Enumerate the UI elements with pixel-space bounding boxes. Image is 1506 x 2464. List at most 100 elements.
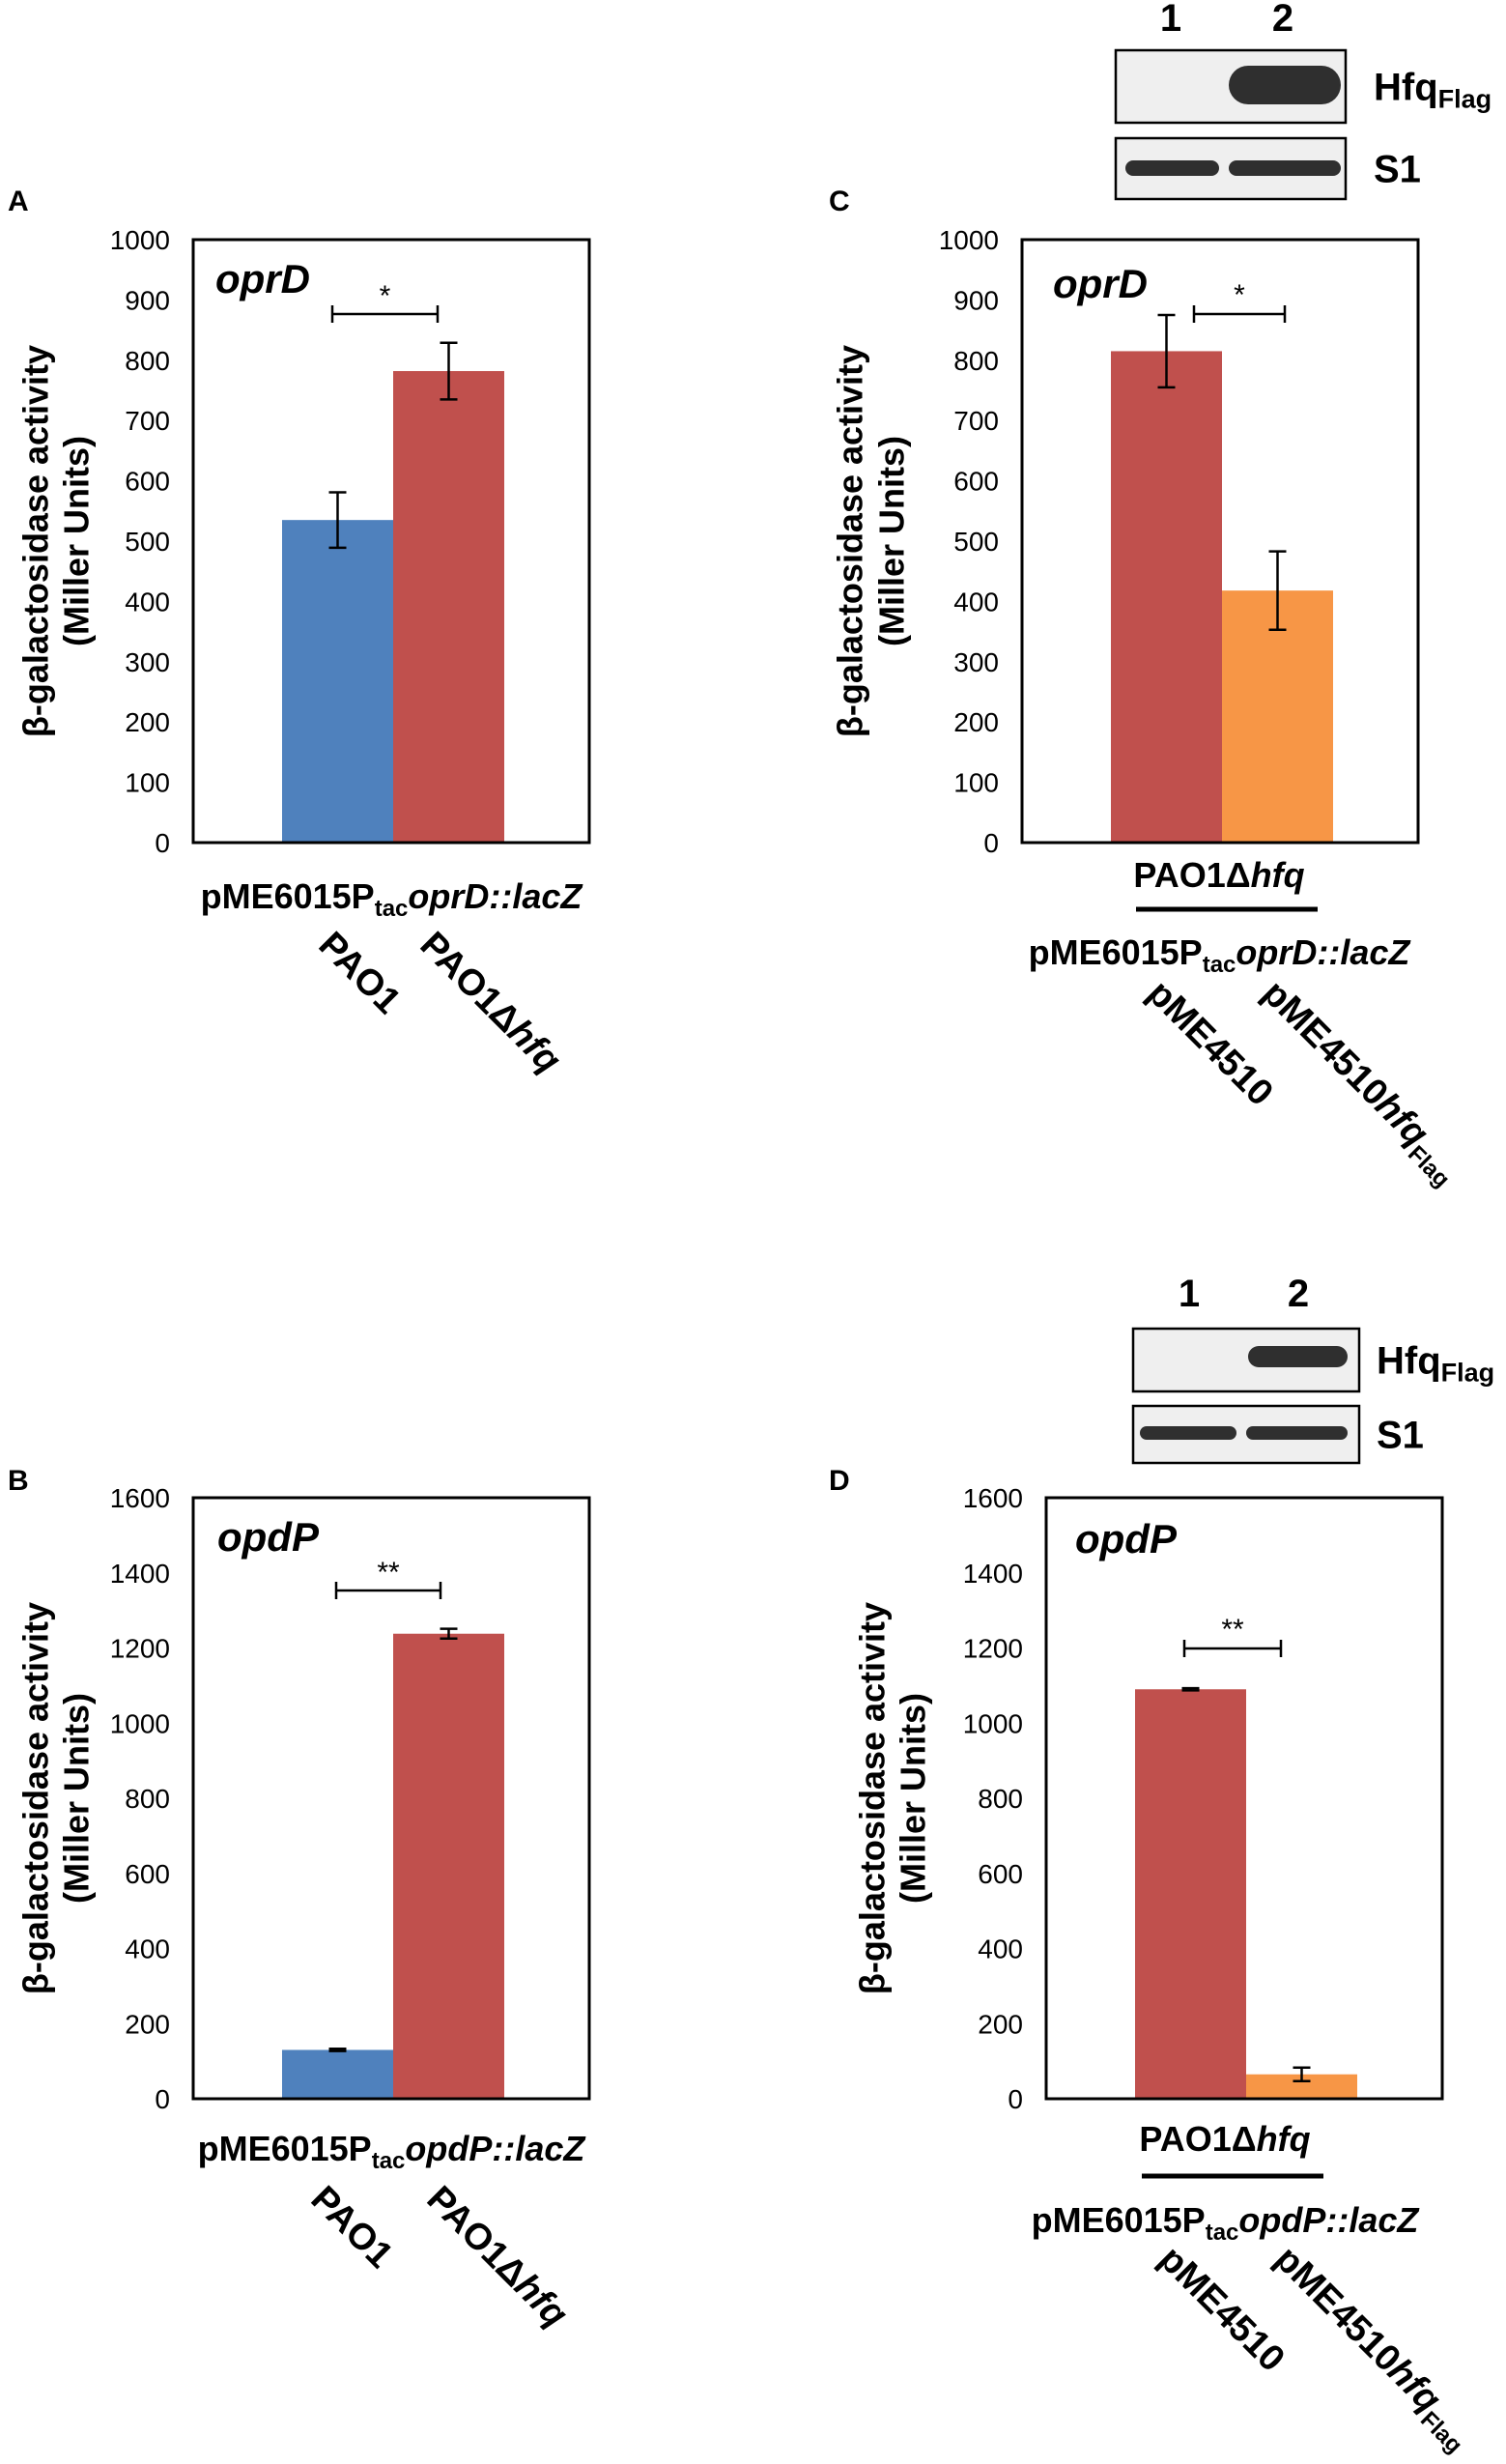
y-tick-label: 700 bbox=[953, 406, 999, 436]
blot-lane-label: 2 bbox=[1288, 1273, 1309, 1315]
category-label: PAO1Δhfq bbox=[412, 925, 569, 1081]
y-tick-label: 900 bbox=[953, 285, 999, 315]
panel-letter: D bbox=[829, 1465, 850, 1497]
y-tick-label: 800 bbox=[953, 346, 999, 376]
panel-a: Aβ-galactosidase activity (Miller Units) 0… bbox=[8, 186, 591, 1081]
y-axis-label-units: (Miller Units) bbox=[872, 436, 912, 646]
blot-band bbox=[1248, 1346, 1348, 1367]
y-tick-label: 100 bbox=[953, 768, 999, 798]
plasmid-label: pME6015PtacopdP::lacZ bbox=[1032, 2200, 1421, 2246]
y-tick-label: 400 bbox=[978, 1934, 1023, 1964]
y-tick-label: 1200 bbox=[110, 1634, 170, 1664]
significance-marker: * bbox=[380, 280, 391, 312]
y-tick-label: 1000 bbox=[963, 1708, 1023, 1738]
significance-marker: * bbox=[1234, 279, 1245, 311]
y-axis-label-units: (Miller Units) bbox=[57, 1693, 97, 1904]
bar bbox=[282, 520, 393, 843]
category-label: PAO1 bbox=[303, 2179, 401, 2277]
y-tick-label: 200 bbox=[978, 2009, 1023, 2039]
y-tick-label: 0 bbox=[1008, 2084, 1023, 2114]
y-tick-label: 700 bbox=[125, 406, 170, 436]
gene-label: opdP bbox=[1075, 1516, 1178, 1561]
y-tick-label: 0 bbox=[983, 828, 999, 858]
y-tick-label: 1400 bbox=[963, 1559, 1023, 1589]
plasmid-label: pME6015PtacoprD::lacZ bbox=[201, 876, 584, 922]
y-tick-label: 1600 bbox=[963, 1483, 1023, 1513]
y-axis-label: β-galactosidase activity bbox=[831, 345, 870, 737]
y-tick-label: 500 bbox=[125, 527, 170, 557]
blot-band bbox=[1229, 160, 1341, 176]
blot-row-label: HfqFlag bbox=[1377, 1340, 1494, 1388]
panel-letter: B bbox=[8, 1465, 29, 1497]
blot-row-label: HfqFlag bbox=[1374, 67, 1492, 114]
y-tick-label: 200 bbox=[953, 707, 999, 737]
y-tick-label: 0 bbox=[155, 2084, 170, 2114]
strain-label: PAO1Δhfq bbox=[1133, 855, 1304, 895]
blot-band bbox=[1140, 1426, 1236, 1440]
y-tick-label: 1400 bbox=[110, 1559, 170, 1589]
y-tick-label: 600 bbox=[125, 467, 170, 497]
panel-b: Bβ-galactosidase activity (Miller Units) 0… bbox=[8, 1465, 591, 2335]
y-tick-label: 200 bbox=[125, 2009, 170, 2039]
y-tick-label: 400 bbox=[953, 587, 999, 616]
plot-frame bbox=[191, 1496, 591, 2101]
y-tick-label: 800 bbox=[125, 1784, 170, 1814]
category-label: pME4510 bbox=[1140, 973, 1281, 1114]
y-tick-label: 600 bbox=[978, 1859, 1023, 1889]
y-tick-label: 200 bbox=[125, 707, 170, 737]
y-tick-label: 1000 bbox=[939, 225, 999, 255]
category-label: pME4510hfqFlag bbox=[1250, 973, 1470, 1193]
significance-marker: ** bbox=[1221, 1614, 1244, 1646]
western-blot: 1 2 HfqFlag S1 bbox=[1131, 1273, 1494, 1465]
category-label: pME4510 bbox=[1151, 2239, 1293, 2380]
y-tick-label: 600 bbox=[125, 1859, 170, 1889]
y-tick-label: 600 bbox=[953, 467, 999, 497]
blot-band bbox=[1229, 66, 1341, 104]
blot-lane-label: 1 bbox=[1179, 1273, 1200, 1315]
y-axis-label-units: (Miller Units) bbox=[894, 1693, 933, 1904]
y-tick-label: 1000 bbox=[110, 225, 170, 255]
category-label: PAO1Δhfq bbox=[419, 2179, 576, 2335]
y-axis-label: β-galactosidase activity bbox=[16, 345, 56, 737]
bar bbox=[1111, 351, 1222, 843]
panel-d: Dβ-galactosidase activity (Miller Units) 0… bbox=[829, 1273, 1494, 2458]
bar bbox=[393, 371, 504, 843]
blot-band bbox=[1246, 1426, 1348, 1440]
blot-row-label: S1 bbox=[1374, 149, 1421, 191]
plot-frame bbox=[191, 238, 591, 845]
western-blot: 1 2 HfqFlag S1 bbox=[1114, 0, 1492, 201]
panel-c: Cβ-galactosidase activity (Miller Units) 0… bbox=[829, 0, 1492, 1192]
y-tick-label: 800 bbox=[125, 346, 170, 376]
y-tick-label: 300 bbox=[953, 647, 999, 677]
bar bbox=[282, 2049, 393, 2099]
panel-letter: A bbox=[8, 186, 29, 217]
plot-frame bbox=[1044, 1496, 1444, 2101]
bar bbox=[1135, 1689, 1246, 2099]
y-axis-label: β-galactosidase activity bbox=[853, 1602, 893, 1994]
y-tick-label: 1200 bbox=[963, 1634, 1023, 1664]
y-tick-label: 900 bbox=[125, 285, 170, 315]
plasmid-label: pME6015PtacopdP::lacZ bbox=[198, 2129, 587, 2174]
y-tick-label: 500 bbox=[953, 527, 999, 557]
blot-row-label: S1 bbox=[1377, 1415, 1424, 1457]
gene-label: opdP bbox=[217, 1514, 320, 1560]
category-label: PAO1 bbox=[311, 925, 409, 1022]
bar bbox=[1222, 590, 1333, 843]
category-label: pME4510hfqFlag bbox=[1263, 2239, 1483, 2459]
y-tick-label: 400 bbox=[125, 1934, 170, 1964]
bar bbox=[393, 1633, 504, 2099]
strain-label: PAO1Δhfq bbox=[1139, 2119, 1310, 2159]
gene-label: oprD bbox=[1053, 261, 1148, 306]
significance-marker: ** bbox=[377, 1557, 400, 1589]
blot-lane-label: 1 bbox=[1160, 0, 1181, 40]
blot-band bbox=[1125, 160, 1219, 176]
y-tick-label: 300 bbox=[125, 647, 170, 677]
plasmid-label: pME6015PtacoprD::lacZ bbox=[1029, 932, 1412, 978]
blot-lane-label: 2 bbox=[1272, 0, 1293, 40]
y-axis-label-units: (Miller Units) bbox=[57, 436, 97, 646]
y-tick-label: 800 bbox=[978, 1784, 1023, 1814]
y-tick-label: 100 bbox=[125, 768, 170, 798]
y-tick-label: 1600 bbox=[110, 1483, 170, 1513]
gene-label: oprD bbox=[215, 256, 310, 301]
